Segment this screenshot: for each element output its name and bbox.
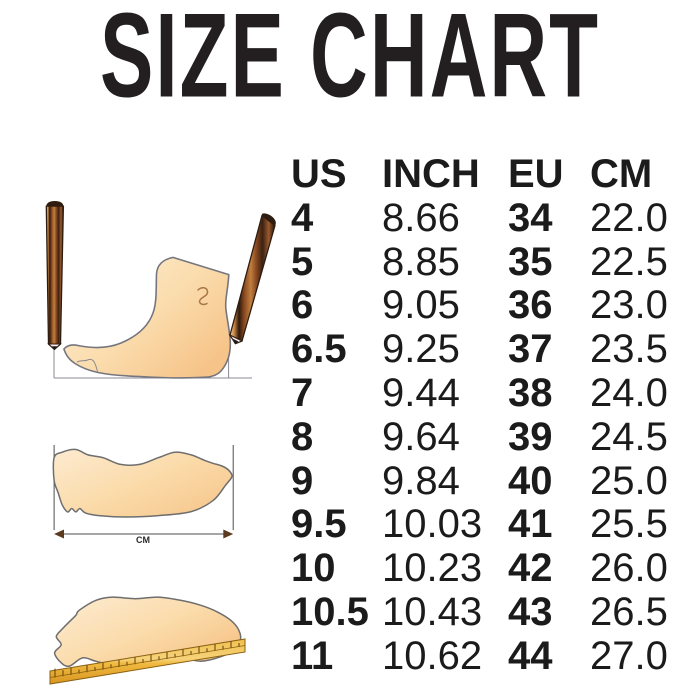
svg-text:CM: CM <box>136 535 150 545</box>
